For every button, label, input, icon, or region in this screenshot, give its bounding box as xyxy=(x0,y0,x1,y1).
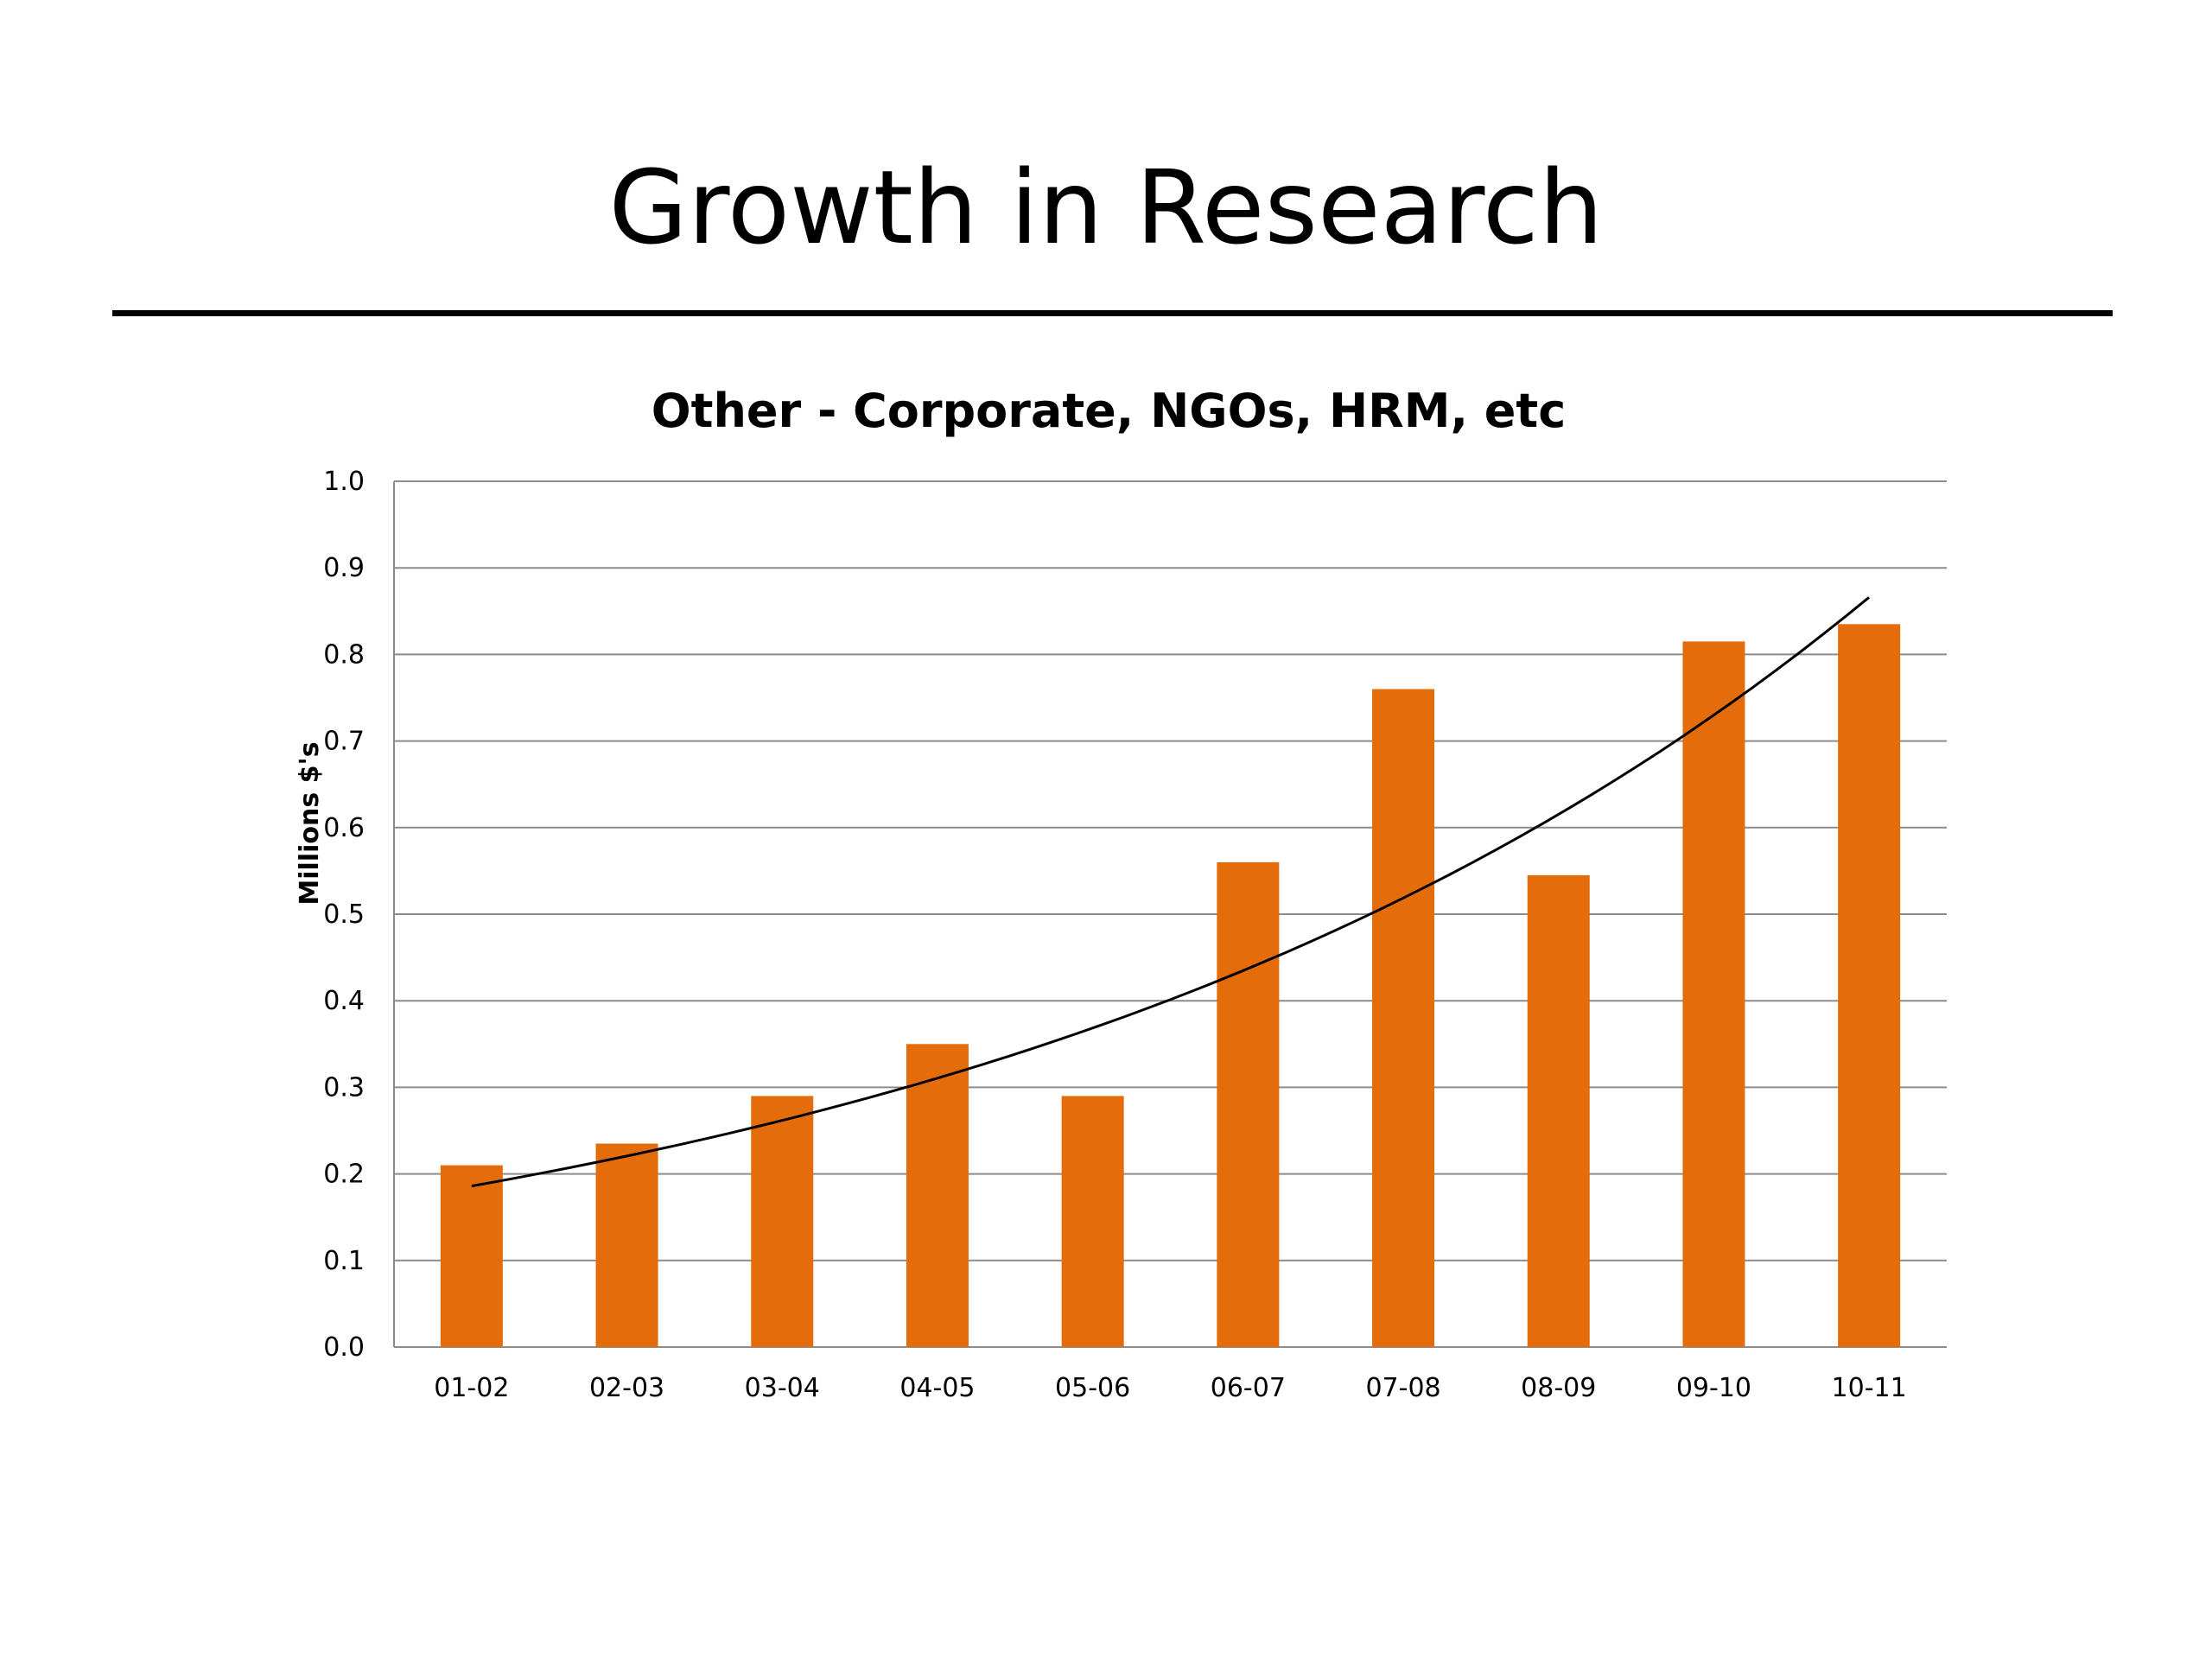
y-tick-label: 0.9 xyxy=(323,553,365,583)
bar-04-05 xyxy=(906,1044,969,1347)
x-tick-label: 08-09 xyxy=(1521,1373,1596,1403)
y-axis-ticks: 0.0 0.1 0.2 0.3 0.4 0.5 0.6 0.7 0.8 0.9 1.0 xyxy=(323,467,365,1363)
x-axis-ticks: 01-02 02-03 03-04 04-05 05-06 06-07 07-08 08-09… xyxy=(434,1373,1906,1403)
bar-09-10 xyxy=(1682,641,1745,1347)
bars xyxy=(440,624,1901,1347)
bar-08-09 xyxy=(1527,874,1590,1347)
y-tick-label: 0.6 xyxy=(323,813,365,843)
bar-07-08 xyxy=(1372,689,1435,1347)
bar-02-03 xyxy=(595,1143,658,1347)
y-tick-label: 0.4 xyxy=(323,986,365,1016)
x-tick-label: 05-06 xyxy=(1055,1373,1130,1403)
x-tick-label: 07-08 xyxy=(1365,1373,1440,1403)
y-tick-label: 1.0 xyxy=(323,467,365,497)
y-tick-label: 0.1 xyxy=(323,1246,365,1276)
chart-title: Other - Corporate, NGOs, HRM, etc xyxy=(652,384,1567,438)
y-tick-label: 0.2 xyxy=(323,1160,365,1190)
y-tick-label: 0.7 xyxy=(323,727,365,757)
x-tick-label: 03-04 xyxy=(745,1373,820,1403)
bar-06-07 xyxy=(1217,861,1280,1347)
trendline xyxy=(471,596,1871,1188)
y-tick-label: 0.0 xyxy=(323,1332,365,1363)
x-tick-label: 04-05 xyxy=(899,1373,975,1403)
title-divider xyxy=(112,310,2113,316)
x-tick-label: 06-07 xyxy=(1211,1373,1286,1403)
x-tick-label: 10-11 xyxy=(1832,1373,1907,1403)
bar-01-02 xyxy=(440,1165,503,1347)
y-axis-label: Millions $'s xyxy=(295,741,325,905)
slide-title: Growth in Research xyxy=(608,148,1604,267)
x-tick-label: 01-02 xyxy=(434,1373,509,1403)
bar-10-11 xyxy=(1838,624,1901,1347)
bar-03-04 xyxy=(751,1096,814,1347)
bar-05-06 xyxy=(1061,1096,1124,1347)
y-tick-label: 0.5 xyxy=(323,899,365,930)
y-tick-label: 0.8 xyxy=(323,639,365,670)
x-tick-label: 02-03 xyxy=(589,1373,664,1403)
x-tick-label: 09-10 xyxy=(1676,1373,1751,1403)
y-tick-label: 0.3 xyxy=(323,1072,365,1103)
